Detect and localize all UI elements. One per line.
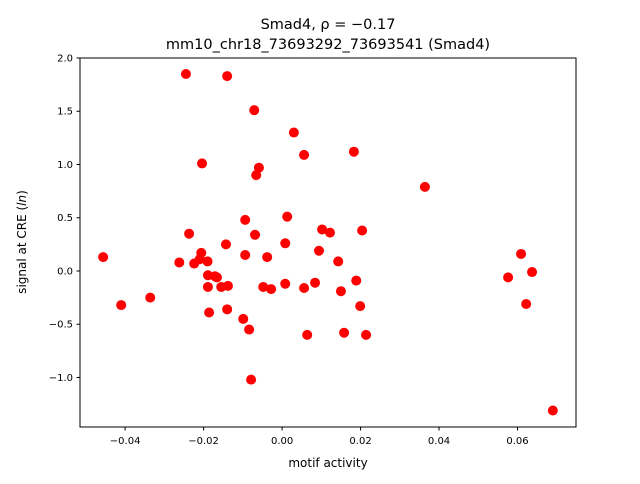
y-axis-label-prefix: signal at CRE (	[15, 206, 29, 294]
data-point	[310, 277, 321, 288]
plot-frame	[79, 57, 577, 428]
points-layer	[98, 68, 558, 416]
y-tick-label: 1.0	[57, 160, 73, 171]
y-tick-label: 1.5	[57, 107, 73, 118]
data-point	[204, 307, 215, 318]
y-tick-label: 0.5	[57, 213, 73, 224]
data-point	[348, 146, 359, 157]
data-point	[280, 278, 291, 289]
data-point	[266, 284, 277, 295]
data-point	[249, 105, 260, 116]
data-point	[333, 256, 344, 267]
data-point	[184, 228, 195, 239]
x-tick-label: 0.02	[349, 436, 371, 447]
y-tick-label: 0.0	[57, 266, 73, 277]
data-point	[202, 256, 213, 267]
data-point	[222, 304, 233, 315]
data-point	[222, 280, 233, 291]
data-point	[302, 329, 313, 340]
data-point	[180, 68, 191, 79]
data-point	[251, 170, 262, 181]
data-point	[324, 227, 335, 238]
data-point	[262, 252, 273, 263]
data-point	[317, 224, 328, 235]
data-point	[246, 374, 257, 385]
data-point	[282, 211, 293, 222]
data-point	[240, 214, 251, 225]
y-axis: −1.0 −0.5 0.0 0.5 1.0 1.5 2.0	[49, 54, 80, 384]
chart-title-line1: Smad4, ρ = −0.17	[261, 17, 396, 33]
data-point	[250, 229, 261, 240]
data-point	[503, 272, 514, 283]
data-point	[299, 149, 310, 160]
data-point	[202, 281, 213, 292]
data-point	[280, 238, 291, 249]
x-tick-label: 0.00	[271, 436, 293, 447]
y-tick-label: 2.0	[57, 54, 73, 65]
data-point	[244, 324, 255, 335]
data-point	[220, 239, 231, 250]
data-point	[116, 300, 127, 311]
data-point	[527, 267, 538, 278]
data-point	[351, 275, 362, 286]
data-point	[145, 292, 156, 303]
x-tick-label: −0.02	[188, 436, 219, 447]
data-point	[521, 299, 532, 309]
x-tick-label: 0.04	[428, 436, 450, 447]
data-point	[98, 252, 109, 263]
data-point	[339, 327, 350, 338]
y-axis-label-italic: ln	[15, 195, 29, 206]
data-point	[357, 225, 368, 236]
data-point	[209, 271, 220, 282]
x-tick-label: −0.04	[110, 436, 141, 447]
chart-title-line2: mm10_chr18_73693292_73693541 (Smad4)	[166, 37, 490, 53]
data-point	[361, 329, 372, 340]
y-axis-label: signal at CRE (ln)	[15, 190, 29, 294]
data-point	[299, 283, 310, 294]
data-point	[335, 286, 346, 297]
data-point	[240, 250, 251, 261]
x-axis-label: motif activity	[288, 456, 367, 470]
data-point	[238, 313, 249, 324]
data-point	[419, 181, 430, 192]
data-point	[197, 158, 208, 169]
x-axis: −0.04 −0.02 0.00 0.02 0.04 0.06	[110, 427, 529, 447]
data-point	[174, 257, 185, 268]
data-point	[194, 254, 205, 265]
data-point	[222, 71, 233, 82]
data-point	[547, 405, 558, 416]
data-point	[313, 245, 324, 256]
y-axis-label-suffix: )	[15, 190, 29, 195]
x-tick-label: 0.06	[506, 436, 528, 447]
y-tick-label: −0.5	[49, 320, 73, 331]
data-point	[288, 127, 299, 138]
data-point	[516, 248, 527, 259]
data-point	[355, 301, 366, 312]
y-tick-label: −1.0	[49, 373, 73, 384]
data-point	[258, 281, 269, 292]
